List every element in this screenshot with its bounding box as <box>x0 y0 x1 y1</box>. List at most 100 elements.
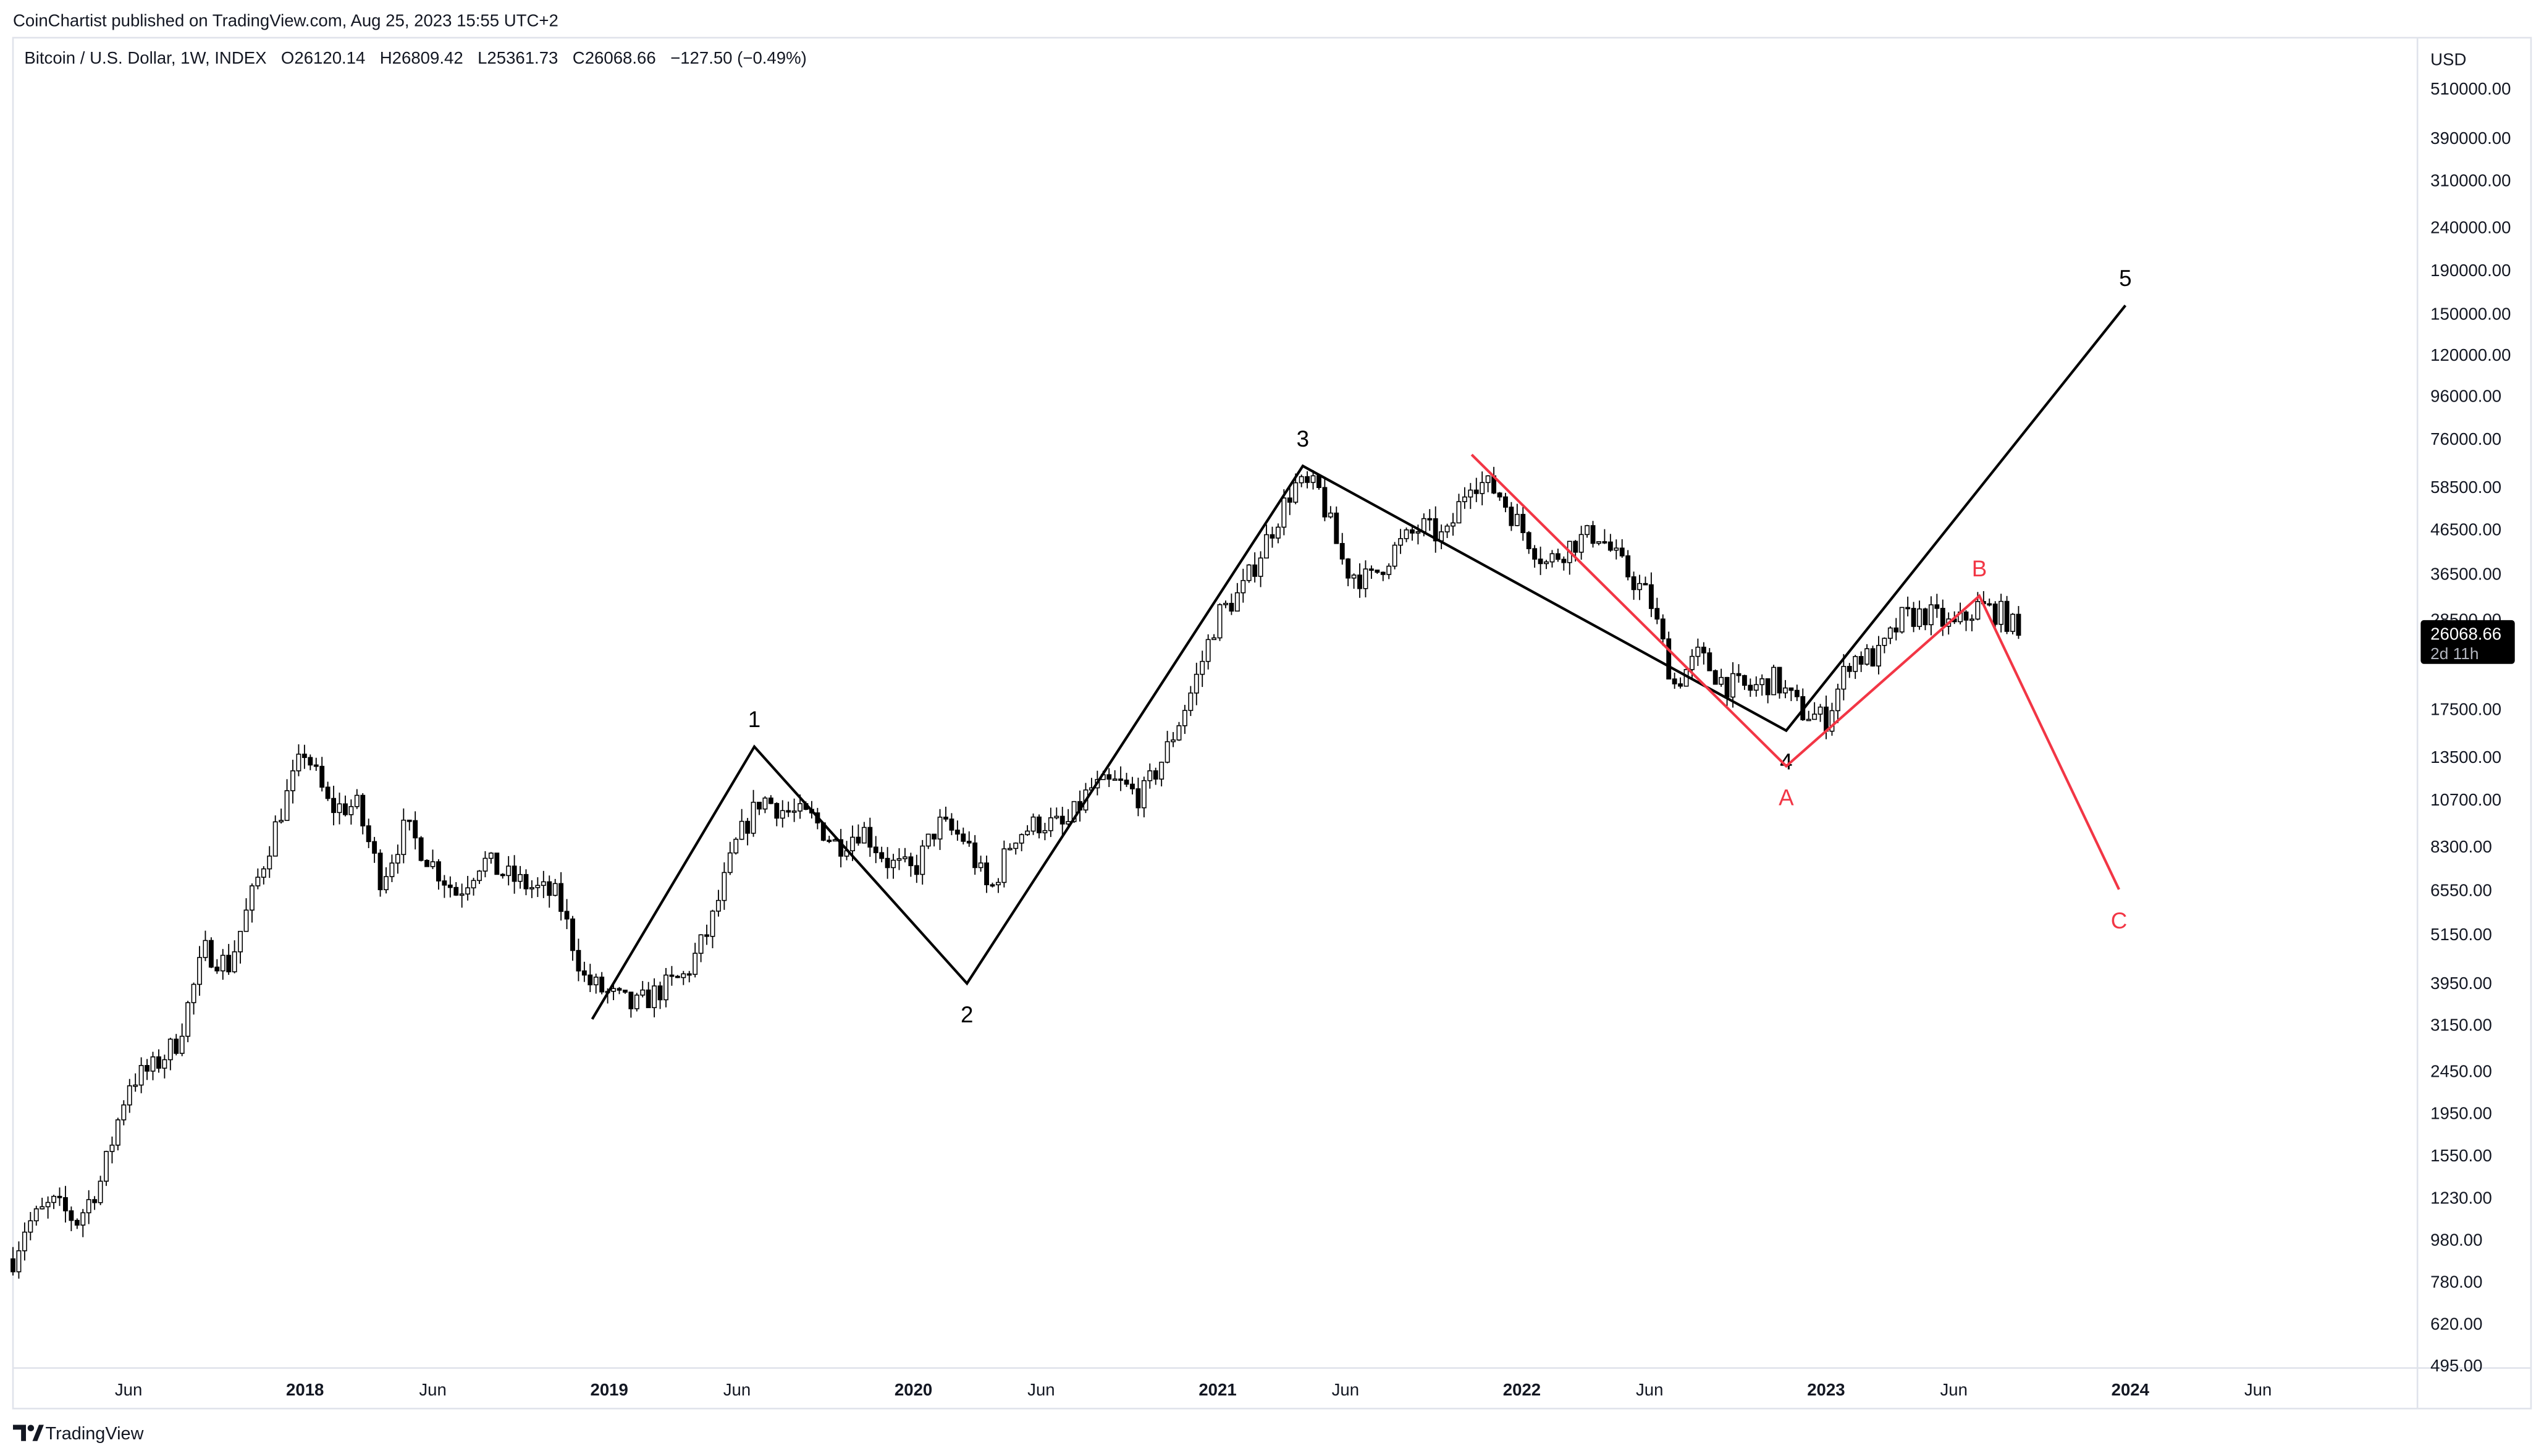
tradingview-logo[interactable]: TradingView <box>13 1424 144 1444</box>
candle <box>652 978 657 1017</box>
candle-body-up <box>1188 692 1194 711</box>
candle <box>366 818 371 848</box>
candle-body-up <box>1585 525 1590 536</box>
candle <box>949 813 954 835</box>
candle <box>1765 678 1771 704</box>
candle-body-down <box>628 991 634 1009</box>
candle-body-up <box>51 1195 57 1203</box>
time-tick-label: Jun <box>1332 1380 1359 1399</box>
candle <box>745 818 751 846</box>
candle-body-down <box>617 988 622 991</box>
candle-body-down <box>1473 489 1479 494</box>
candle <box>313 757 319 771</box>
candle <box>1351 573 1357 589</box>
candle-body-down <box>1660 618 1666 640</box>
candle <box>1526 531 1531 554</box>
candle <box>547 875 552 908</box>
candle-body-up <box>663 974 668 1001</box>
candle <box>1462 487 1467 509</box>
candle-body-down <box>366 825 371 843</box>
candle <box>1456 494 1462 524</box>
candle <box>1473 478 1479 502</box>
candle <box>325 781 331 801</box>
price-tick-label: 1550.00 <box>2430 1146 2492 1165</box>
time-axis[interactable]: Jun 2018 Jun 2019 Jun 2020 Jun 2021 Jun 2022 Jun 20… <box>115 1380 2272 1399</box>
candle-body-up <box>1759 678 1765 686</box>
candle <box>243 898 249 932</box>
candle <box>1538 546 1543 575</box>
candle <box>1037 814 1042 839</box>
candle-body-up <box>22 1231 27 1252</box>
candle-body-up <box>1485 475 1491 483</box>
candle-body-down <box>413 820 418 839</box>
candle-body-down <box>943 817 948 820</box>
candle <box>494 852 500 875</box>
candle-body-up <box>384 876 389 891</box>
price-tick-label: 58500.00 <box>2430 478 2501 497</box>
candle-body-up <box>179 1035 185 1054</box>
candle <box>372 836 377 863</box>
candle-body-down <box>972 842 978 869</box>
candle <box>28 1211 33 1240</box>
candle <box>424 859 430 867</box>
candle <box>1141 776 1147 818</box>
candle-body-down <box>1724 676 1730 698</box>
corrective-wave-line[interactable] <box>1470 453 2120 890</box>
candle-body-up <box>261 868 266 878</box>
candle <box>401 808 406 864</box>
candle-body-up <box>86 1199 91 1214</box>
candle-body-up <box>1019 834 1024 844</box>
candle <box>203 930 208 961</box>
candle-body-down <box>856 836 861 844</box>
candle <box>319 757 325 792</box>
candle <box>337 793 342 825</box>
candle <box>599 972 605 995</box>
candle <box>1678 677 1683 689</box>
candle-body-up <box>652 985 657 1008</box>
price-tick-label: 8300.00 <box>2430 837 2492 856</box>
candle-body-down <box>1059 815 1065 825</box>
candle <box>33 1205 39 1226</box>
candle <box>768 795 773 804</box>
candle-body-up <box>1194 673 1199 694</box>
candle <box>500 873 505 879</box>
candle-body-down <box>69 1210 74 1221</box>
candle-body-up <box>1025 830 1030 835</box>
price-axis[interactable]: USD 510000.00 390000.00 310000.00 240000.00… <box>2430 50 2511 1375</box>
candle-body-down <box>372 841 377 854</box>
candle-body-up <box>1456 501 1462 524</box>
candle-body-up <box>430 861 436 867</box>
impulse-wave-line[interactable] <box>591 305 2127 1020</box>
candle <box>191 982 196 1015</box>
candle <box>558 872 564 921</box>
candle <box>1439 524 1444 550</box>
candles[interactable] <box>11 466 2021 1279</box>
symbol-title[interactable]: Bitcoin / U.S. Dollar, 1W, INDEX <box>24 48 266 67</box>
candle-body-up <box>1159 762 1165 780</box>
candle <box>838 828 844 868</box>
candle-body-up <box>471 880 476 889</box>
candle <box>879 846 885 862</box>
candle-body-down <box>1229 602 1234 612</box>
candle <box>2010 613 2015 634</box>
candle <box>22 1222 27 1261</box>
candle <box>1503 492 1508 513</box>
candle <box>1631 571 1636 600</box>
ohlc-close: C26068.66 <box>573 48 656 67</box>
candle-body-up <box>80 1212 86 1226</box>
candle <box>482 851 488 878</box>
candle <box>1520 507 1526 541</box>
candle-body-down <box>657 985 663 1001</box>
candle-body-down <box>308 757 313 766</box>
candle <box>296 744 301 776</box>
candle-body-down <box>1672 678 1677 684</box>
candle <box>1788 687 1794 701</box>
candle-body-down <box>564 911 570 920</box>
wave-annotations[interactable]: 1 2 3 4 5 A B C <box>591 266 2132 1027</box>
candle-body-down <box>984 862 989 885</box>
candle-body-down <box>558 883 564 912</box>
svg-text:Bitcoin / U.S. Dollar, 1W, IND: Bitcoin / U.S. Dollar, 1W, INDEX O26120.… <box>24 48 806 67</box>
candle-body-up <box>681 973 686 978</box>
candle <box>704 924 709 945</box>
candle <box>891 854 896 879</box>
